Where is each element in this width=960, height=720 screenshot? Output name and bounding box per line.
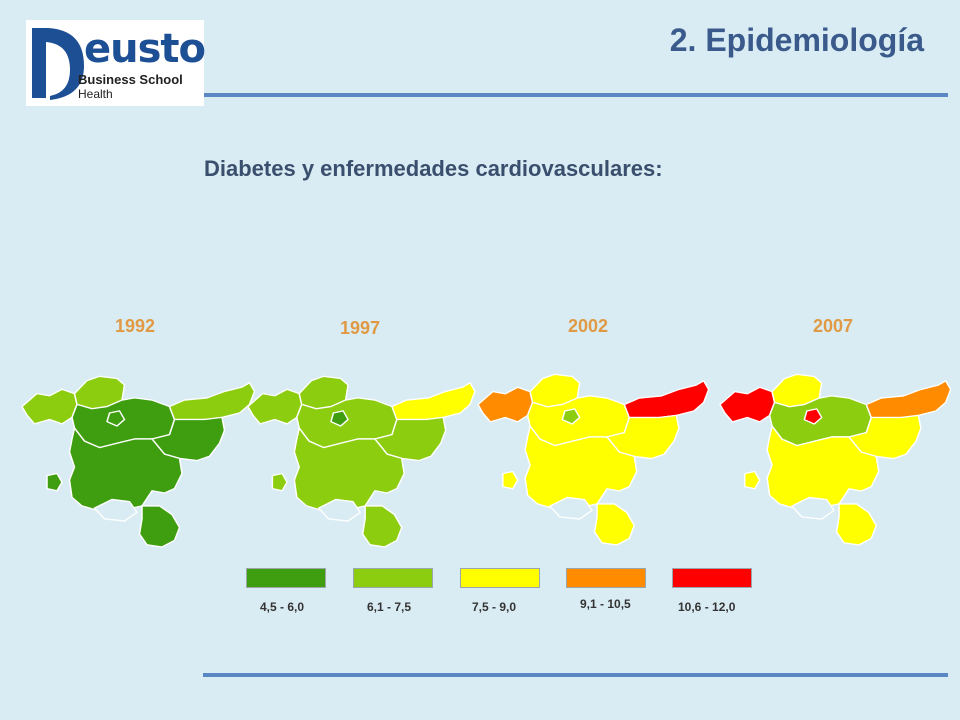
region-south-lobe [593, 503, 635, 546]
region-enclave [106, 410, 126, 427]
map-2007 [719, 373, 952, 546]
legend-swatch-4 [566, 568, 646, 588]
region-south-lobe [138, 505, 181, 548]
legend-label-1: 4,5 - 6,0 [260, 600, 305, 614]
legend-swatch-1 [246, 568, 326, 588]
map-1997 [247, 375, 476, 548]
year-label-1992: 1992 [115, 316, 156, 336]
region-enclave [803, 408, 823, 425]
region-west [21, 388, 78, 425]
year-label-2002: 2002 [568, 316, 609, 336]
region-south [293, 427, 405, 511]
logo-business-school: Business School [78, 72, 183, 87]
region-south-lobe [835, 503, 877, 546]
region-west [477, 386, 534, 423]
deusto-d-mark-icon [32, 28, 84, 100]
legend-label-4: 9,1 - 10,5 [580, 597, 631, 611]
logo-brand-text: eusto [84, 26, 206, 72]
slide-subtitle: Diabetes y enfermedades cardiovasculares… [204, 156, 663, 181]
region-west [247, 388, 303, 425]
legend-swatch-2 [353, 568, 433, 588]
map-2002 [477, 373, 710, 546]
legend-swatch-5 [672, 568, 752, 588]
deusto-logo: eusto Business School Health [26, 20, 206, 106]
region-east [391, 382, 476, 421]
region-island [744, 470, 761, 490]
header-divider [204, 93, 948, 97]
region-enclave [330, 410, 349, 427]
region-east [623, 380, 710, 419]
footer-divider [203, 673, 948, 677]
region-east [865, 380, 952, 419]
region-west [719, 386, 776, 423]
year-label-1997: 1997 [340, 318, 381, 338]
legend-label-5: 10,6 - 12,0 [678, 600, 736, 614]
page-title: 2. Epidemiología [669, 22, 924, 58]
region-east [168, 382, 256, 421]
region-south [766, 425, 880, 509]
region-enclave [561, 408, 581, 425]
legend-swatch-3 [460, 568, 540, 588]
region-island [502, 470, 519, 490]
year-label-2007: 2007 [813, 316, 854, 336]
region-south [68, 427, 183, 511]
region-south [524, 425, 638, 509]
map-1992 [21, 375, 256, 548]
region-island [46, 472, 63, 492]
legend-label-2: 6,1 - 7,5 [367, 600, 412, 614]
region-island [271, 472, 288, 492]
region-south-lobe [361, 505, 403, 548]
legend-label-3: 7,5 - 9,0 [472, 600, 517, 614]
logo-health: Health [78, 87, 113, 101]
